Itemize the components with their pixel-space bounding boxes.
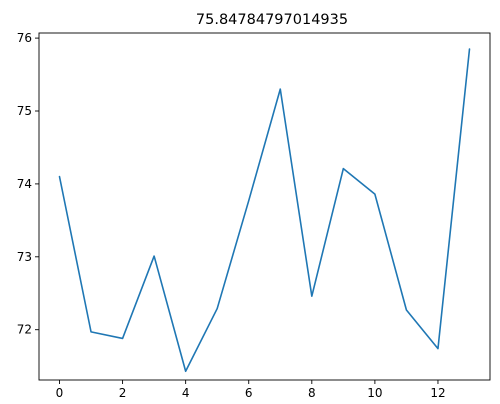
y-tick-label: 73 [17, 250, 32, 264]
series-line-0 [58, 48, 471, 373]
x-tick-label: 2 [119, 386, 127, 400]
plot-area: 0 2 4 6 8 10 12 72 73 74 75 76 [17, 31, 491, 400]
x-tick-label: 6 [245, 386, 253, 400]
y-tick-label: 72 [17, 323, 32, 337]
x-tick-label: 8 [308, 386, 316, 400]
x-tick-label: 12 [430, 386, 445, 400]
y-tick-label: 75 [17, 104, 32, 118]
y-tick-label: 76 [17, 31, 32, 45]
x-tick-label: 10 [367, 386, 382, 400]
y-tick-label: 74 [17, 177, 32, 191]
axes-frame [38, 32, 491, 381]
x-tick-label: 0 [56, 386, 64, 400]
chart-title: 75.84784797014935 [196, 12, 348, 28]
x-tick-label: 4 [182, 386, 190, 400]
